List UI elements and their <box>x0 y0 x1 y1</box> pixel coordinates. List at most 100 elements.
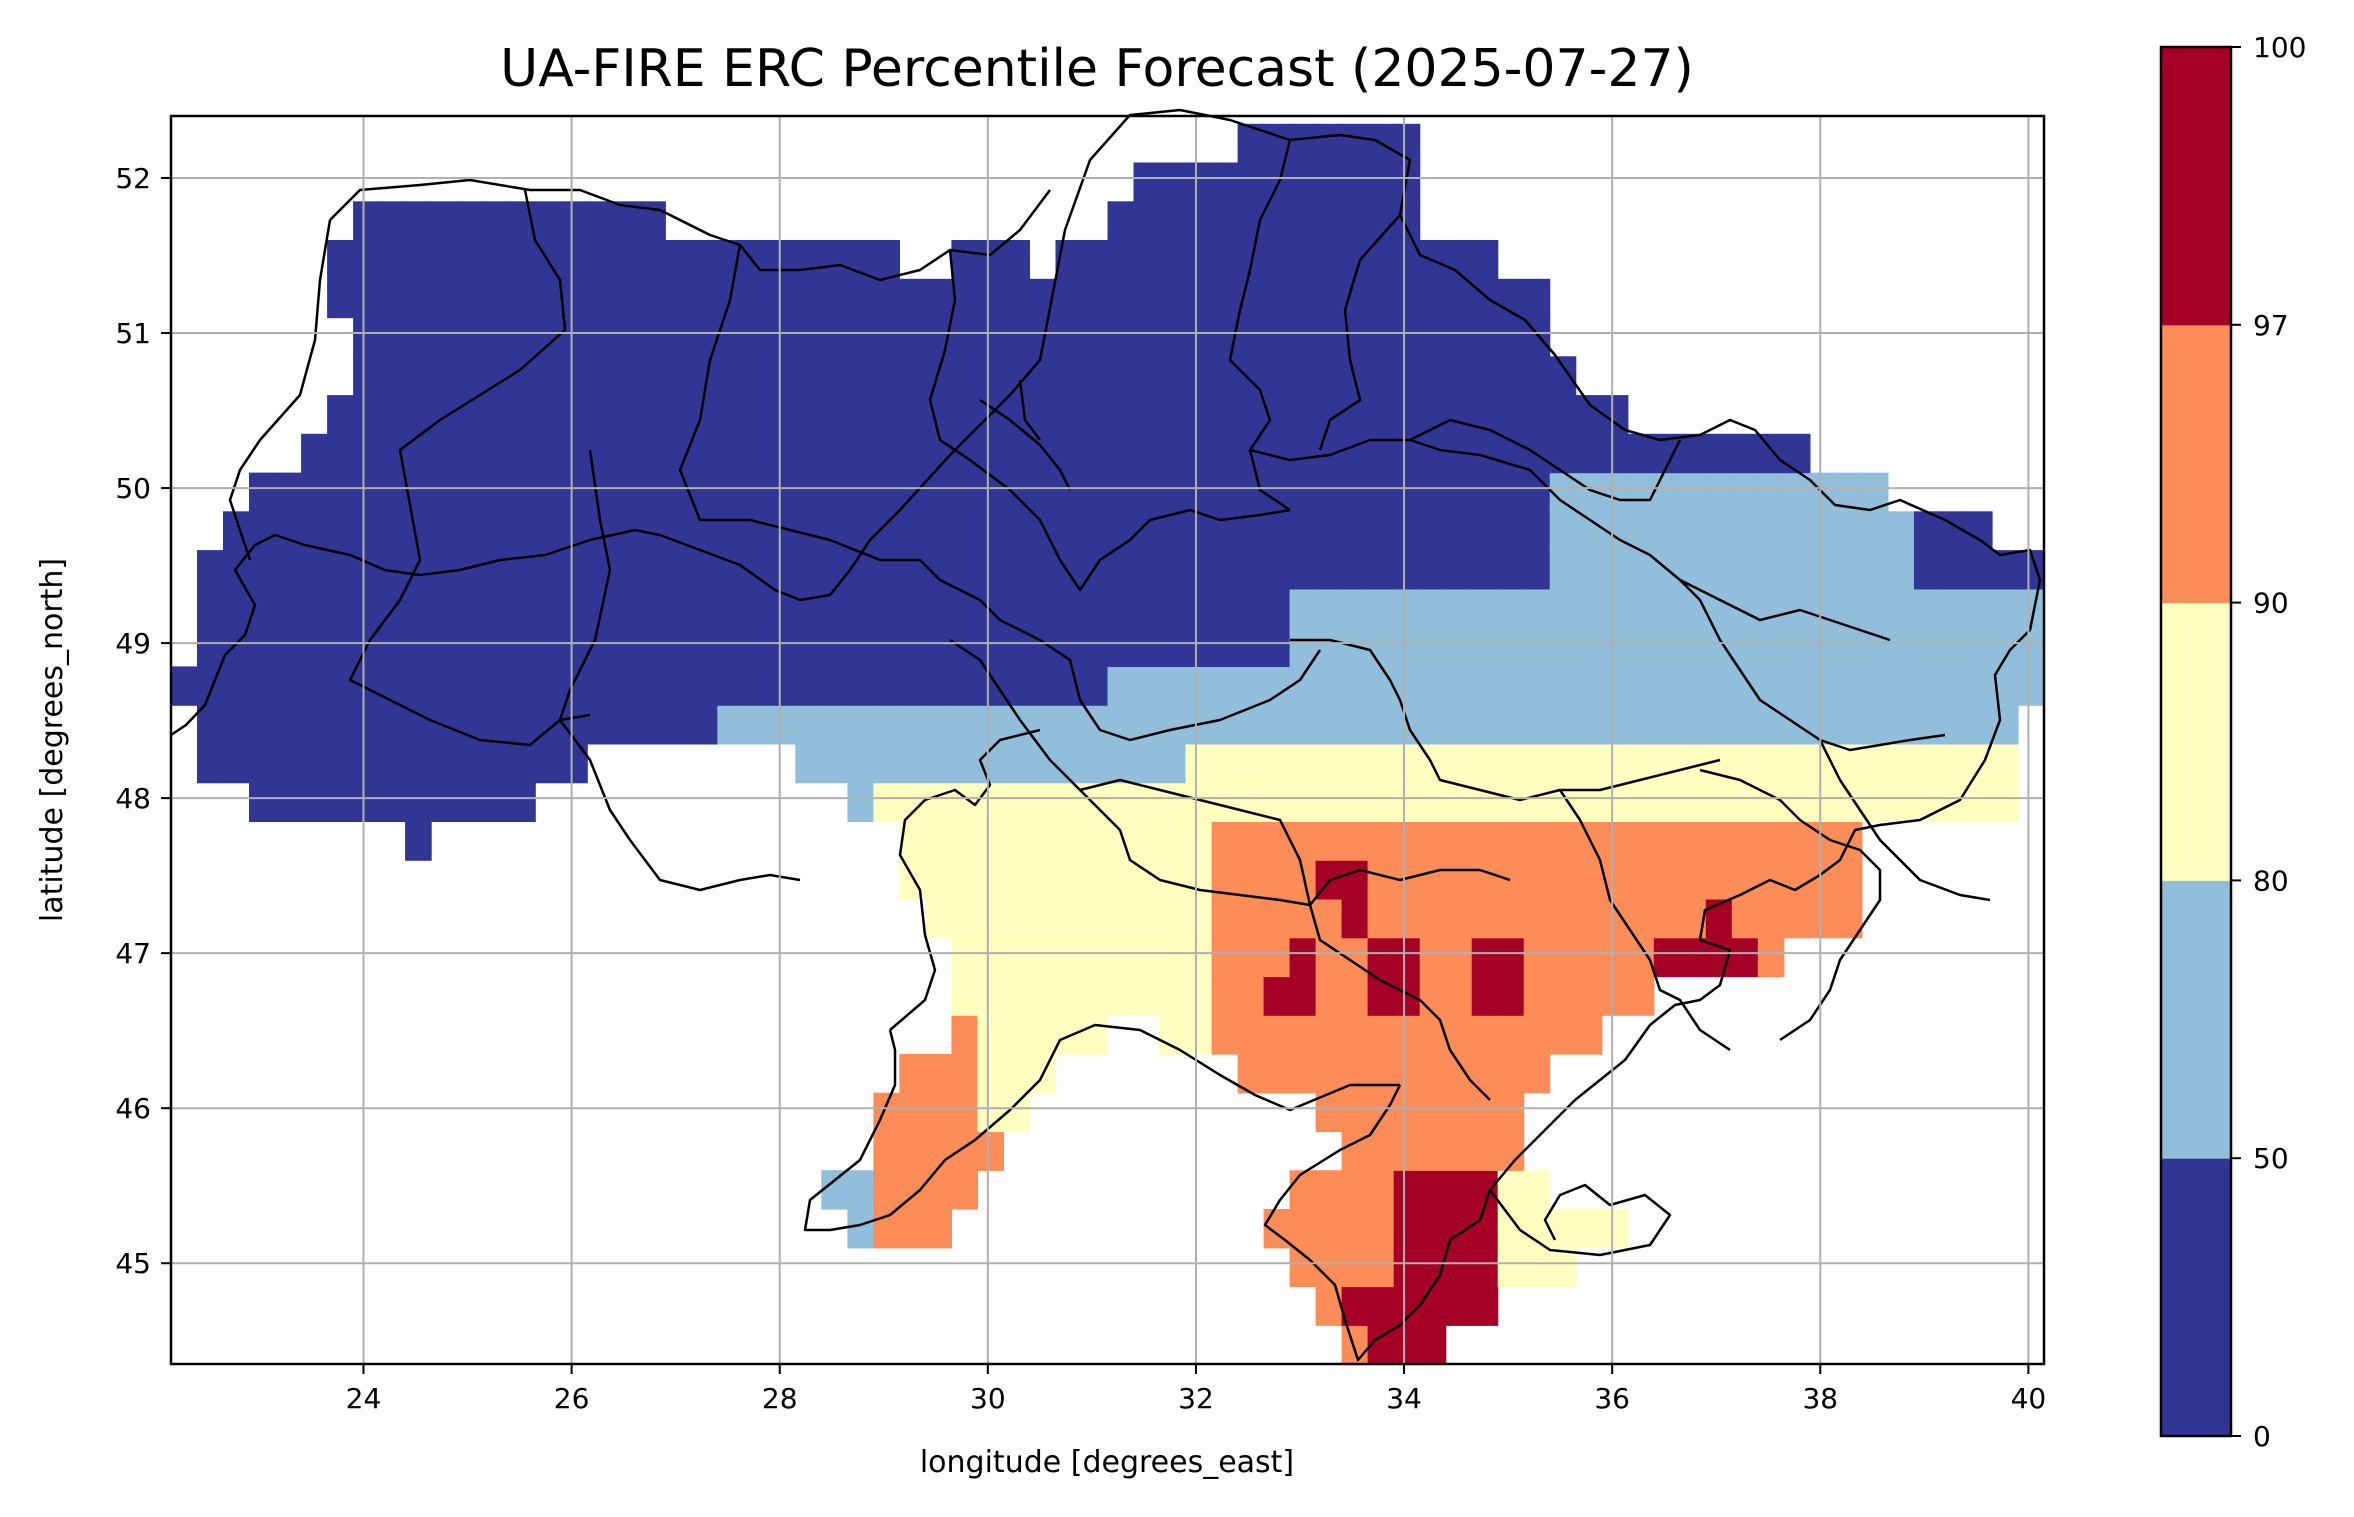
raster-cell <box>1029 821 1057 861</box>
raster-cell <box>1107 356 1135 396</box>
raster-cell <box>1419 666 1447 706</box>
raster-cell <box>1497 821 1525 861</box>
raster-cell <box>951 743 978 784</box>
raster-cell <box>1133 588 1161 629</box>
raster-cell <box>431 588 458 629</box>
raster-cell <box>275 705 302 745</box>
raster-cell <box>899 433 926 474</box>
raster-cell <box>483 666 510 706</box>
raster-cell <box>1861 782 1889 822</box>
raster-cell <box>1913 550 1941 590</box>
raster-cell <box>1107 976 1135 1016</box>
raster-cell <box>1185 821 1213 861</box>
raster-cell <box>1367 1209 1395 1249</box>
y-tick-label: 50 <box>115 472 151 505</box>
raster-cell <box>665 472 692 512</box>
raster-cell <box>1367 278 1395 319</box>
raster-cell <box>1575 627 1603 667</box>
raster-cell <box>1445 511 1473 551</box>
raster-cell <box>1445 860 1473 900</box>
raster-cell <box>457 433 484 474</box>
raster-cell <box>899 705 926 745</box>
raster-cell <box>1601 627 1629 667</box>
raster-cell <box>249 782 276 822</box>
raster-cell <box>977 472 1004 512</box>
raster-cell <box>561 201 588 241</box>
raster-cell <box>1211 898 1239 939</box>
raster-cell <box>587 666 614 706</box>
raster-cell <box>1341 705 1369 745</box>
raster-cell <box>1341 1209 1369 1249</box>
raster-cell <box>1523 472 1551 512</box>
raster-cell <box>821 627 848 667</box>
raster-cell <box>1445 937 1473 978</box>
raster-cell <box>1237 666 1265 706</box>
map-title: UA-FIRE ERC Percentile Forecast (2025-07… <box>500 39 1694 99</box>
raster-cell <box>405 317 432 357</box>
raster-cell <box>795 511 822 551</box>
raster-cell <box>1497 937 1525 978</box>
raster-cell <box>1367 162 1395 202</box>
raster-cell <box>587 278 614 319</box>
raster-cell <box>1237 860 1265 900</box>
raster-cell <box>1809 782 1837 822</box>
raster-cell <box>1471 1092 1499 1133</box>
raster-cell <box>301 782 328 822</box>
raster-cell <box>1601 550 1629 590</box>
raster-cell <box>1185 666 1213 706</box>
raster-cell <box>1601 1209 1629 1249</box>
raster-cell <box>327 278 354 319</box>
raster-cell <box>431 240 458 280</box>
raster-cell <box>1367 1092 1395 1133</box>
raster-cell <box>1705 666 1733 706</box>
raster-cell <box>1237 550 1265 590</box>
raster-cell <box>639 317 666 357</box>
raster-cell <box>1653 860 1681 900</box>
raster-cell <box>483 627 510 667</box>
raster-cell <box>1497 356 1525 396</box>
raster-cell <box>535 511 562 551</box>
raster-cell <box>509 511 536 551</box>
x-axis: 24 26 28 30 32 34 36 38 40 <box>346 1364 2046 1415</box>
raster-cell <box>1757 666 1785 706</box>
raster-cell <box>899 588 926 629</box>
internal-border-15 <box>1558 789 1731 1052</box>
raster-cell <box>1627 433 1655 474</box>
raster-cell <box>1367 472 1395 512</box>
raster-cell <box>1393 123 1421 164</box>
raster-cell <box>951 588 978 629</box>
raster-cell <box>1705 472 1733 512</box>
raster-cell <box>1107 588 1135 629</box>
raster-cell <box>1497 627 1525 667</box>
raster-cell <box>639 550 666 590</box>
raster-cell <box>821 356 848 396</box>
raster-cell <box>977 860 1004 900</box>
raster-cell <box>1211 976 1239 1016</box>
raster-cell <box>1315 240 1343 280</box>
raster-cell <box>1497 1247 1525 1288</box>
raster-cell <box>535 627 562 667</box>
raster-cell <box>1081 937 1109 978</box>
raster-cell <box>665 705 692 745</box>
raster-cell <box>1289 511 1317 551</box>
raster-cell <box>1003 511 1030 551</box>
raster-cell <box>821 550 848 590</box>
raster-cell <box>873 278 900 319</box>
raster-cell <box>873 1131 900 1171</box>
raster-cell <box>1055 433 1083 474</box>
raster-cell <box>561 356 588 396</box>
raster-cell <box>1159 937 1187 978</box>
raster-cell <box>1133 472 1161 512</box>
raster-cell <box>613 317 640 357</box>
erc-raster <box>171 123 2045 1365</box>
raster-cell <box>1783 588 1811 629</box>
raster-cell <box>1653 666 1681 706</box>
raster-cell <box>197 666 224 706</box>
raster-cell <box>1081 743 1109 784</box>
raster-cell <box>1731 511 1759 551</box>
raster-cell <box>587 356 614 396</box>
raster-cell <box>639 666 666 706</box>
raster-cell <box>1471 821 1499 861</box>
raster-cell <box>1081 1015 1109 1055</box>
raster-cell <box>353 240 380 280</box>
